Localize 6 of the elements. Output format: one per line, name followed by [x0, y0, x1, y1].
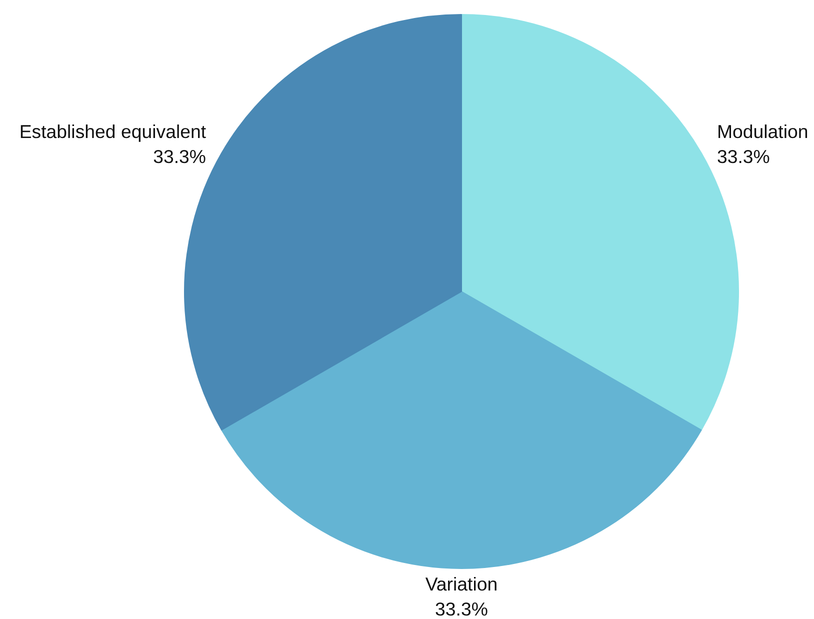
- data-label: 33.3%: [153, 146, 206, 168]
- slice-label: Modulation: [716, 120, 808, 142]
- data-label: 33.3%: [716, 146, 770, 168]
- slice-label: Variation: [425, 573, 498, 594]
- data-label: 33.3%: [435, 598, 488, 619]
- slice-label: Established equivalent: [19, 120, 207, 142]
